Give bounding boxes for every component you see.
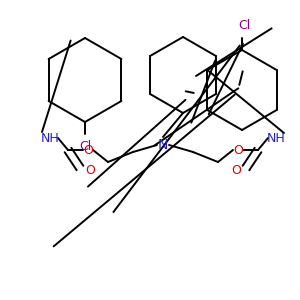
Text: NH: NH (40, 131, 59, 145)
Text: N: N (158, 138, 168, 152)
Text: NH: NH (267, 131, 285, 145)
Text: O: O (85, 164, 95, 176)
Text: Cl: Cl (238, 19, 250, 32)
Text: O: O (233, 143, 243, 157)
Text: O: O (83, 143, 93, 157)
Text: O: O (231, 164, 241, 176)
Text: Cl: Cl (79, 140, 91, 153)
